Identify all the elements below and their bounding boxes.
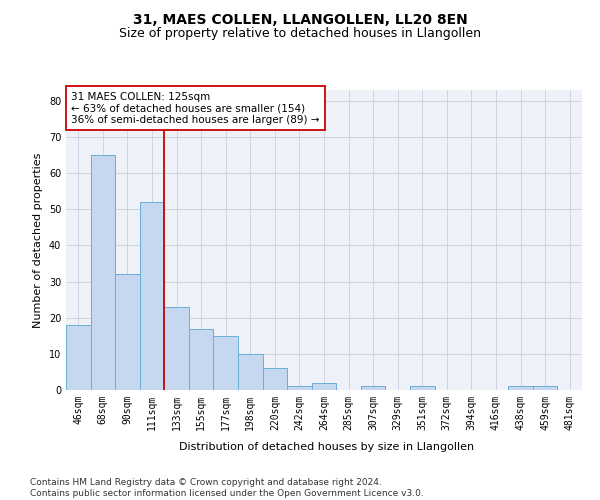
Text: Distribution of detached houses by size in Llangollen: Distribution of detached houses by size …: [179, 442, 475, 452]
Bar: [508, 386, 533, 390]
Bar: [66, 325, 91, 390]
Text: 31 MAES COLLEN: 125sqm
← 63% of detached houses are smaller (154)
36% of semi-de: 31 MAES COLLEN: 125sqm ← 63% of detached…: [71, 92, 320, 124]
Bar: [533, 386, 557, 390]
Bar: [238, 354, 263, 390]
Text: Contains HM Land Registry data © Crown copyright and database right 2024.
Contai: Contains HM Land Registry data © Crown c…: [30, 478, 424, 498]
Bar: [189, 328, 214, 390]
Y-axis label: Number of detached properties: Number of detached properties: [33, 152, 43, 328]
Bar: [91, 155, 115, 390]
Bar: [214, 336, 238, 390]
Bar: [263, 368, 287, 390]
Text: Size of property relative to detached houses in Llangollen: Size of property relative to detached ho…: [119, 28, 481, 40]
Bar: [140, 202, 164, 390]
Bar: [164, 307, 189, 390]
Bar: [312, 383, 336, 390]
Text: 31, MAES COLLEN, LLANGOLLEN, LL20 8EN: 31, MAES COLLEN, LLANGOLLEN, LL20 8EN: [133, 12, 467, 26]
Bar: [410, 386, 434, 390]
Bar: [361, 386, 385, 390]
Bar: [287, 386, 312, 390]
Bar: [115, 274, 140, 390]
